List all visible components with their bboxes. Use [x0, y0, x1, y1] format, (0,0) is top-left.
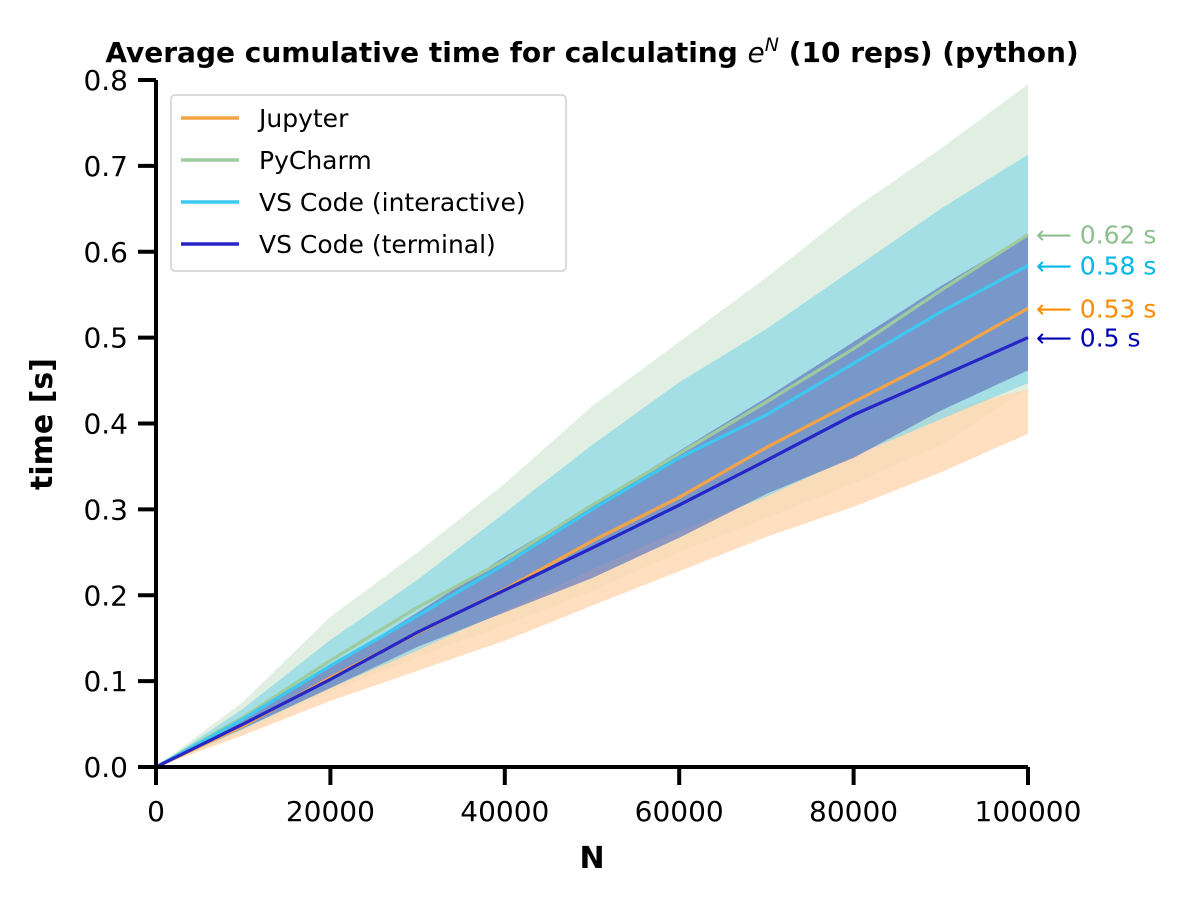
x-axis-label: N [579, 841, 604, 876]
band-vs-code-interactive [156, 154, 1028, 767]
axes: 0.0 0.1 0.2 0.3 0.4 0.5 0.6 0.7 0.8 0 20000 40000 60… [83, 64, 1081, 828]
x-tick-label: 20000 [286, 795, 375, 828]
x-tick-label: 40000 [460, 795, 549, 828]
y-tick-label: 0.4 [83, 408, 128, 441]
y-tick-label: 0.6 [83, 236, 128, 269]
y-tick-label: 0.5 [83, 322, 128, 355]
y-axis-label: time [s] [25, 358, 60, 490]
x-tick-label: 100000 [975, 795, 1082, 828]
line-vs-code-terminal [155, 336, 1029, 769]
line-pycharm [155, 233, 1029, 769]
legend: Jupyter PyCharm VS Code (interactive) VS Co… [170, 94, 567, 272]
legend-item-jupyter: Jupyter [181, 104, 349, 133]
band-vs-code-terminal [156, 234, 1028, 768]
band-pycharm [156, 84, 1028, 768]
y-tick-label: 0.1 [83, 665, 128, 698]
series-lines [155, 233, 1029, 769]
legend-frame [170, 94, 567, 272]
title-suffix: (10 reps) (python) [779, 36, 1079, 69]
legend-item-vs-code-terminal: VS Code (terminal) [181, 230, 496, 259]
y-tick-label: 0.8 [83, 64, 128, 97]
x-tick-label: 60000 [635, 795, 724, 828]
legend-item-pycharm: PyCharm [181, 146, 372, 175]
title-prefix: Average cumulative time for calculating [105, 36, 747, 69]
chart-title: Average cumulative time for calculating … [105, 34, 1078, 69]
end-label-vs-code-interactive: ⟵ 0.58 s [1036, 251, 1156, 280]
line-vs-code-interactive [155, 264, 1029, 769]
confidence-bands [156, 84, 1028, 768]
y-tick-label: 0.2 [83, 579, 128, 612]
legend-label: VS Code (terminal) [259, 230, 496, 259]
legend-label: PyCharm [259, 146, 372, 175]
x-tick-label: 80000 [809, 795, 898, 828]
x-tick-label: 0 [147, 795, 165, 828]
end-label-pycharm: ⟵ 0.62 s [1036, 221, 1156, 250]
legend-label: VS Code (interactive) [259, 188, 526, 217]
title-base: e [748, 36, 765, 69]
end-label-vs-code-terminal: ⟵ 0.5 s [1036, 324, 1141, 353]
y-tick-label: 0.0 [83, 751, 128, 784]
end-label-jupyter: ⟵ 0.53 s [1036, 294, 1156, 323]
legend-label: Jupyter [257, 104, 349, 133]
title-superscript: N [765, 34, 779, 56]
y-tick-label: 0.3 [83, 493, 128, 526]
end-value-labels: ⟵ 0.53 s ⟵ 0.62 s⟵ 0.58 s ⟵ 0.5 s [1036, 221, 1156, 353]
y-tick-label: 0.7 [83, 150, 128, 183]
legend-item-vs-code-interactive: VS Code (interactive) [181, 188, 526, 217]
